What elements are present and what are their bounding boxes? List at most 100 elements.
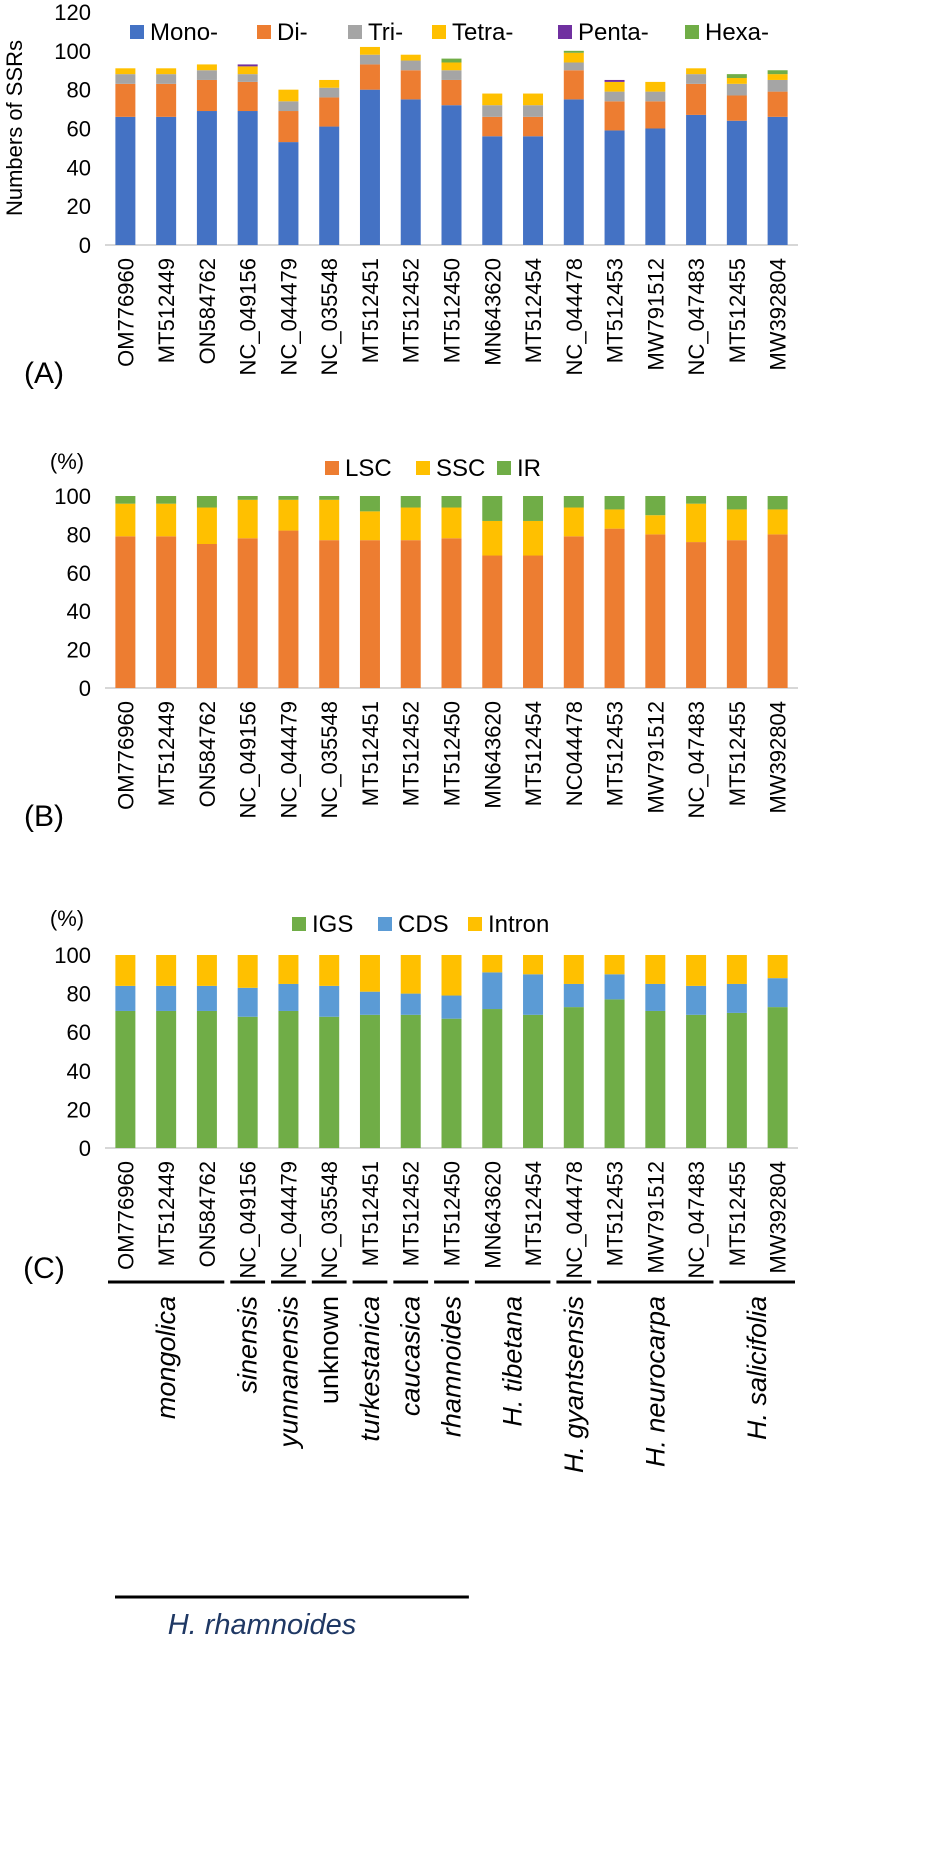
panel-b-bar-ir-5 [319, 496, 340, 500]
panel-a-bar-tri-13 [645, 91, 666, 102]
panel-c-x-tick-label: MT512451 [358, 1161, 383, 1266]
panel-b-legend-label: IR [517, 455, 541, 482]
panel-a-bar-tri-5 [319, 87, 340, 98]
panel-c-bar-cds-13 [645, 983, 666, 1011]
panel-c-legend-swatch-1 [378, 917, 392, 931]
panel-b-bar-ssc-16 [767, 509, 788, 535]
panel-a-bar-tetra-0 [115, 68, 136, 75]
panel-b-bar-lsc-8 [441, 538, 462, 688]
panel-a-y-tick-label: 100 [54, 39, 91, 64]
panel-a-bar-mono-9 [482, 136, 503, 245]
panel-a-bar-di-0 [115, 83, 136, 117]
panel-c-x-tick-label: MW392804 [766, 1161, 791, 1274]
panel-a-y-tick-label: 20 [67, 194, 91, 219]
panel-a-bar-mono-14 [686, 114, 707, 246]
panel-a-x-tick-label: MW392804 [766, 258, 791, 371]
panel-a-bar-di-2 [196, 79, 217, 112]
panel-b-bar-lsc-10 [523, 555, 544, 688]
panel-b-bar-ir-10 [523, 496, 544, 521]
panel-c-bar-cds-12 [604, 974, 625, 1000]
panel-c-bar-cds-10 [523, 974, 544, 1015]
panel-a-x-tick-label: MT512451 [358, 258, 383, 363]
panel-a-legend-label: Tri- [368, 19, 403, 46]
panel-b-x-tick-label: MT512453 [603, 701, 628, 806]
panel-a-legend-swatch-3 [432, 25, 446, 39]
species-group-label: unknown [314, 1296, 344, 1404]
panel-a-bar-tri-7 [400, 60, 421, 71]
super-group-label: H. rhamnoides [168, 1609, 357, 1641]
panel-a-bar-mono-3 [237, 111, 258, 246]
panel-a-bar-mono-13 [645, 128, 666, 245]
panel-c-bar-igs-15 [726, 1012, 747, 1148]
panel-b-y-tick-label: 40 [67, 599, 91, 624]
panel-b-x-tick-label: ON584762 [195, 701, 220, 807]
panel-b-x-tick-label: OM776960 [113, 701, 138, 810]
panel-a-bar-di-5 [319, 97, 340, 127]
panel-a-bar-tetra-10 [523, 93, 544, 106]
panel-a-bar-hexa-15 [726, 74, 747, 79]
panel-c-bar-igs-9 [482, 1009, 503, 1148]
panel-b-bar-ir-7 [400, 496, 421, 508]
panel-b-legend-swatch-2 [497, 461, 511, 475]
panel-a-bar-mono-1 [156, 116, 177, 245]
panel-c-bar-cds-9 [482, 972, 503, 1010]
panel-a-legend-swatch-1 [257, 25, 271, 39]
panel-b-bar-ir-1 [156, 496, 177, 504]
panel-c-bar-igs-4 [278, 1010, 299, 1148]
panel-c-bar-cds-5 [319, 985, 340, 1017]
panel-c-bar-cds-6 [359, 991, 380, 1015]
panel-b-chart: 0 20 40 60 80 100 OM776960 MT512449 ON584762 NC_0… [24, 449, 798, 833]
panel-a-bar-tetra-1 [156, 68, 177, 75]
panel-a-legend-label: Hexa- [705, 19, 769, 46]
panel-a-bar-tri-6 [359, 54, 380, 65]
panel-a-bar-di-14 [686, 83, 707, 115]
panel-a-bar-mono-7 [400, 99, 421, 245]
panel-a-bar-mono-12 [604, 130, 625, 245]
panel-b-bar-ssc-2 [196, 507, 217, 544]
panel-b-bar-lsc-14 [686, 542, 707, 688]
panel-b-x-tick-label: MT512455 [725, 701, 750, 806]
panel-a-x-tick-label: NC_044478 [562, 258, 587, 375]
panel-b-y-tick-label: 20 [67, 638, 91, 663]
species-group-label: rhamnoides [437, 1296, 467, 1437]
panel-a-bar-mono-4 [278, 142, 299, 245]
panel-a-bar-tetra-9 [482, 93, 503, 106]
panel-c-bar-intron-7 [400, 955, 421, 994]
species-group-label: H. gyantsensis [559, 1296, 589, 1473]
panel-b-bar-ir-15 [726, 496, 747, 510]
panel-b-x-tick-label: MT512452 [399, 701, 424, 806]
panel-a-x-tick-label: MT512450 [440, 258, 465, 363]
panel-b-bar-lsc-3 [237, 538, 258, 688]
panel-a-bar-di-6 [359, 64, 380, 90]
panel-b-x-tick-label: MT512454 [521, 701, 546, 806]
panel-b-bar-ir-14 [686, 496, 707, 504]
panel-b-bar-ssc-6 [359, 511, 380, 541]
panel-b-x-tick-label: NC_044479 [276, 701, 301, 818]
panel-b-bar-ssc-10 [523, 520, 544, 556]
panel-b-bar-ssc-3 [237, 499, 258, 539]
panel-b-legend-label: LSC [345, 455, 392, 482]
panel-a-bar-tri-11 [563, 62, 584, 71]
panel-c-bar-intron-0 [115, 955, 136, 986]
panel-c-x-tick-label: MT512450 [440, 1161, 465, 1266]
panel-c-legend-label: CDS [398, 911, 449, 938]
panel-a-x-tick-label: NC_044479 [276, 258, 301, 375]
panel-a-bar-di-7 [400, 70, 421, 100]
panel-c-x-tick-label: NC_047483 [684, 1161, 709, 1278]
panel-a-bar-tri-2 [196, 70, 217, 80]
panel-b-bar-lsc-9 [482, 555, 503, 688]
panel-a-bar-mono-10 [523, 136, 544, 245]
panel-c-legend-label: IGS [312, 911, 353, 938]
panel-a-bar-tetra-4 [278, 89, 299, 102]
panel-b-bar-ir-3 [237, 496, 258, 500]
panel-c-x-tick-label: MT512449 [154, 1161, 179, 1266]
panel-b-bar-ir-13 [645, 496, 666, 516]
panel-c-bar-cds-2 [196, 985, 217, 1011]
panel-b-x-tick-label: NC044478 [562, 701, 587, 806]
panel-c-bar-intron-14 [686, 955, 707, 986]
panel-a-bar-di-9 [482, 116, 503, 137]
panel-a-bar-hexa-16 [767, 70, 788, 75]
panel-b-bar-ir-2 [196, 496, 217, 508]
panel-c-bar-igs-5 [319, 1016, 340, 1148]
panel-c-bar-igs-14 [686, 1014, 707, 1148]
